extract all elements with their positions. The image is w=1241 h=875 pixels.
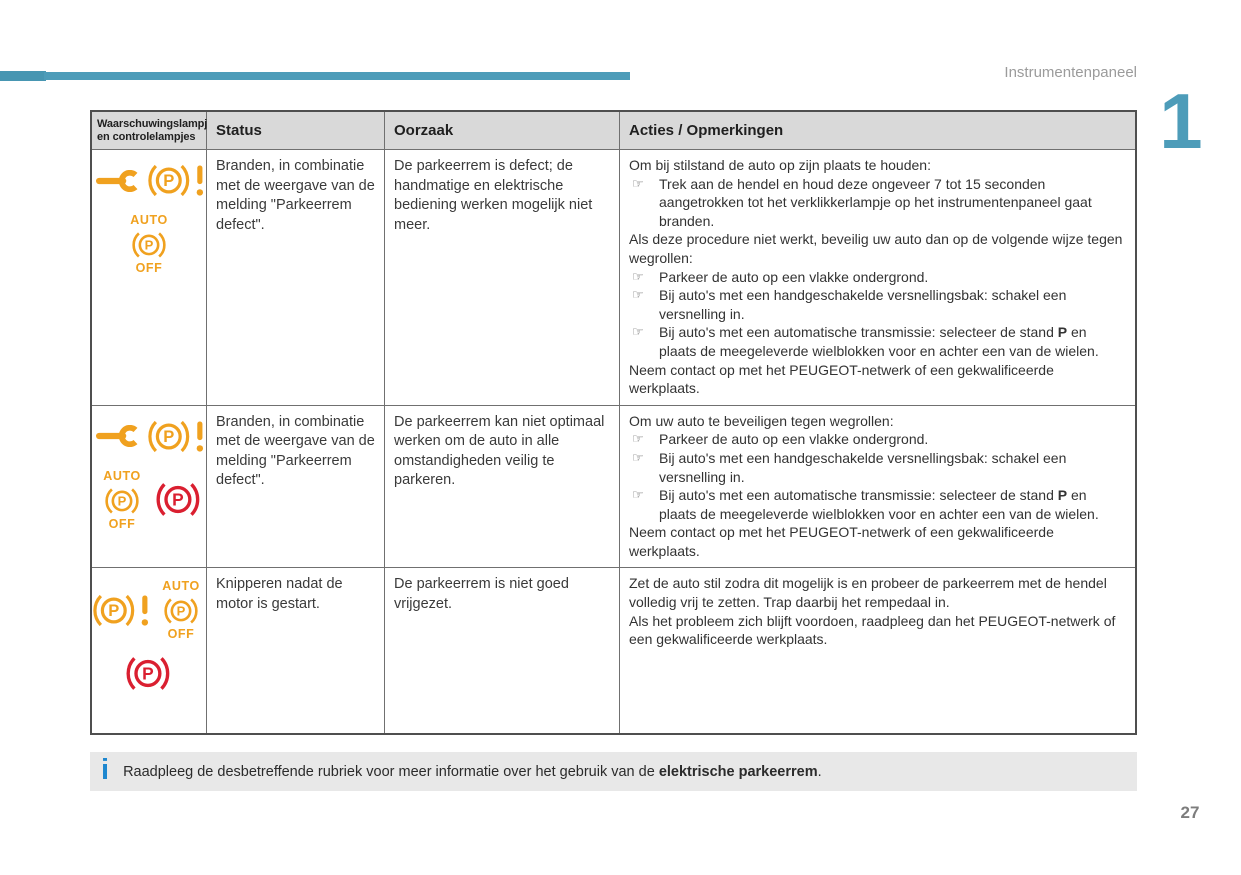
acties-bullet-line: ☞ Parkeer de auto op een vlakke ondergron… xyxy=(629,268,1126,287)
warning-lamps-table: Waarschuwingslampjes en controlelampjes … xyxy=(90,110,1137,736)
acties-bullet-text: Bij auto's met een automatische transmis… xyxy=(659,324,1099,359)
status-cell: Branden, in combinatie met de weergave v… xyxy=(207,150,385,405)
table-row: P AUTO P OFF Branden, in combinatie met de … xyxy=(92,149,1135,405)
pointer-hand-icon: ☞ xyxy=(632,287,644,303)
info-icon: i xyxy=(101,754,110,786)
acties-bullet-text: Bij auto's met een automatische transmis… xyxy=(659,487,1099,522)
parking-brake-red-icon: P xyxy=(154,480,204,519)
icon-line: AUTO P OFF xyxy=(122,213,176,275)
parking-brake-red-icon: P xyxy=(124,654,174,693)
acties-text: Zet de auto stil zodra dit mogelijk is e… xyxy=(629,575,1107,611)
info-note-text-suffix: . xyxy=(817,763,822,780)
table-header-row: Waarschuwingslampjes en controlelampjes … xyxy=(92,112,1135,149)
oorzaak-cell: De parkeerrem is niet goed vrijgezet. xyxy=(385,568,620,734)
acties-text: Neem contact op met het PEUGEOT-netwerk … xyxy=(629,524,1054,559)
page-header-title: Instrumentenpaneel xyxy=(1004,64,1137,81)
wrench-icon xyxy=(95,425,141,448)
parking-brake-fault-icon: P xyxy=(91,591,149,630)
acties-text-line: Neem contact op met het PEUGEOT-netwerk … xyxy=(629,361,1126,398)
acties-bullet-line: ☞ Bij auto's met een automatische transmi… xyxy=(629,323,1126,360)
column-header-oorzaak: Oorzaak xyxy=(385,112,620,149)
info-note-text: Raadpleeg de desbetreffende rubriek voor… xyxy=(123,764,822,780)
pointer-hand-icon: ☞ xyxy=(632,431,644,447)
acties-bullet-text: Bij auto's met een handgeschakelde versn… xyxy=(659,287,1067,322)
acties-text: Neem contact op met het PEUGEOT-netwerk … xyxy=(629,361,1054,397)
svg-text:OFF: OFF xyxy=(167,627,194,641)
acties-bullet-line: ☞ Parkeer de auto op een vlakke ondergron… xyxy=(629,430,1126,449)
oorzaak-cell: De parkeerrem kan niet optimaal werken o… xyxy=(385,405,620,568)
info-note: i Raadpleeg de desbetreffende rubriek vo… xyxy=(90,752,1137,791)
svg-text:AUTO: AUTO xyxy=(162,579,200,593)
acties-text-line: Als het probleem zich blijft voordoen, r… xyxy=(629,612,1126,649)
accent-bar xyxy=(44,72,630,80)
acties-cell: Om uw auto te beveiligen tegen wegrollen… xyxy=(620,406,1135,568)
acties-text-line: Neem contact op met het PEUGEOT-netwerk … xyxy=(629,523,1126,560)
acties-bullet-line: ☞ Bij auto's met een handgeschakelde vers… xyxy=(629,449,1126,486)
parking-brake-fault-icon: P xyxy=(146,417,204,456)
table-row: P AUTO P OFF P Knipperen nadat de motor is g… xyxy=(91,567,1135,734)
acties-text: Om uw auto te beveiligen tegen wegrollen… xyxy=(629,412,894,429)
auto-parking-brake-off-icon: AUTO P OFF xyxy=(95,469,149,531)
svg-text:P: P xyxy=(142,664,154,684)
svg-text:P: P xyxy=(172,490,184,510)
svg-text:AUTO: AUTO xyxy=(103,469,141,483)
acties-cell: Zet de auto stil zodra dit mogelijk is e… xyxy=(620,568,1135,733)
acties-bullet-line: ☞ Bij auto's met een automatische transmi… xyxy=(629,486,1126,523)
acties-text: Als deze procedure niet werkt, beveilig … xyxy=(629,231,1123,266)
acties-bullet-text: Bij auto's met een handgeschakelde versn… xyxy=(659,449,1067,485)
acties-text-line: Zet de auto stil zodra dit mogelijk is e… xyxy=(629,574,1126,611)
oorzaak-cell: De parkeerrem is defect; de handmatige e… xyxy=(385,150,620,405)
wrench-icon xyxy=(95,169,141,192)
acties-text: Om bij stilstand de auto op zijn plaats … xyxy=(629,157,931,173)
svg-text:P: P xyxy=(163,427,174,446)
acties-text-line: Om bij stilstand de auto op zijn plaats … xyxy=(629,156,1126,175)
icon-line: P xyxy=(124,654,174,693)
status-cell: Knipperen nadat de motor is gestart. xyxy=(207,568,385,734)
pointer-hand-icon: ☞ xyxy=(632,324,644,340)
acties-bullet-text: Parkeer de auto op een vlakke ondergrond… xyxy=(659,268,929,285)
svg-text:AUTO: AUTO xyxy=(130,213,168,227)
chapter-number: 1 xyxy=(1159,77,1203,165)
lamp-icons-cell: P AUTO P OFF P xyxy=(91,568,208,734)
parking-brake-fault-icon: P xyxy=(146,161,204,200)
acties-bullet-line: ☞ Bij auto's met een handgeschakelde vers… xyxy=(629,286,1126,323)
auto-parking-brake-off-icon: AUTO P OFF xyxy=(122,213,176,275)
status-cell: Branden, in combinatie met de weergave v… xyxy=(207,405,385,568)
column-header-lamps: Waarschuwingslampjes en controlelampjes xyxy=(92,112,219,149)
accent-bar-cap xyxy=(0,71,46,81)
icon-line: P xyxy=(95,161,204,200)
svg-text:P: P xyxy=(108,601,119,620)
acties-cell: Om bij stilstand de auto op zijn plaats … xyxy=(620,150,1135,405)
column-header-status: Status xyxy=(207,112,385,149)
info-note-text-main: Raadpleeg de desbetreffende rubriek voor… xyxy=(123,763,659,780)
pointer-hand-icon: ☞ xyxy=(632,487,644,503)
svg-text:P: P xyxy=(176,604,185,619)
info-note-text-bold: elektrische parkeerrem xyxy=(658,763,818,780)
acties-text-line: Om uw auto te beveiligen tegen wegrollen… xyxy=(629,412,1126,431)
column-header-acties: Acties / Opmerkingen xyxy=(620,112,1135,149)
icon-line: P xyxy=(95,417,204,456)
pointer-hand-icon: ☞ xyxy=(632,449,644,465)
lamp-icons-cell: P AUTO P OFF P xyxy=(92,405,207,568)
pointer-hand-icon: ☞ xyxy=(632,268,644,284)
acties-text-line: Als deze procedure niet werkt, beveilig … xyxy=(629,230,1126,267)
svg-text:OFF: OFF xyxy=(136,261,163,275)
acties-bullet-text: Parkeer de auto op een vlakke ondergrond… xyxy=(659,431,929,448)
table-row: P AUTO P OFF P Branden, in combinatie met de… xyxy=(92,404,1135,568)
acties-text: Als het probleem zich blijft voordoen, r… xyxy=(629,612,1116,648)
svg-text:P: P xyxy=(117,493,126,508)
acties-bullet-text: Trek aan de hendel en houd deze ongeveer… xyxy=(659,175,1092,229)
icon-line: P AUTO P OFF xyxy=(91,579,208,641)
svg-text:P: P xyxy=(163,171,174,190)
svg-text:P: P xyxy=(145,237,154,252)
acties-bullet-line: ☞ Trek aan de hendel en houd deze ongevee… xyxy=(629,175,1126,231)
icon-line: AUTO P OFF P xyxy=(95,469,204,531)
svg-text:OFF: OFF xyxy=(108,517,135,531)
auto-parking-brake-off-icon: AUTO P OFF xyxy=(154,579,208,641)
page-number: 27 xyxy=(1180,803,1200,822)
pointer-hand-icon: ☞ xyxy=(632,175,644,191)
lamp-icons-cell: P AUTO P OFF xyxy=(92,150,207,405)
